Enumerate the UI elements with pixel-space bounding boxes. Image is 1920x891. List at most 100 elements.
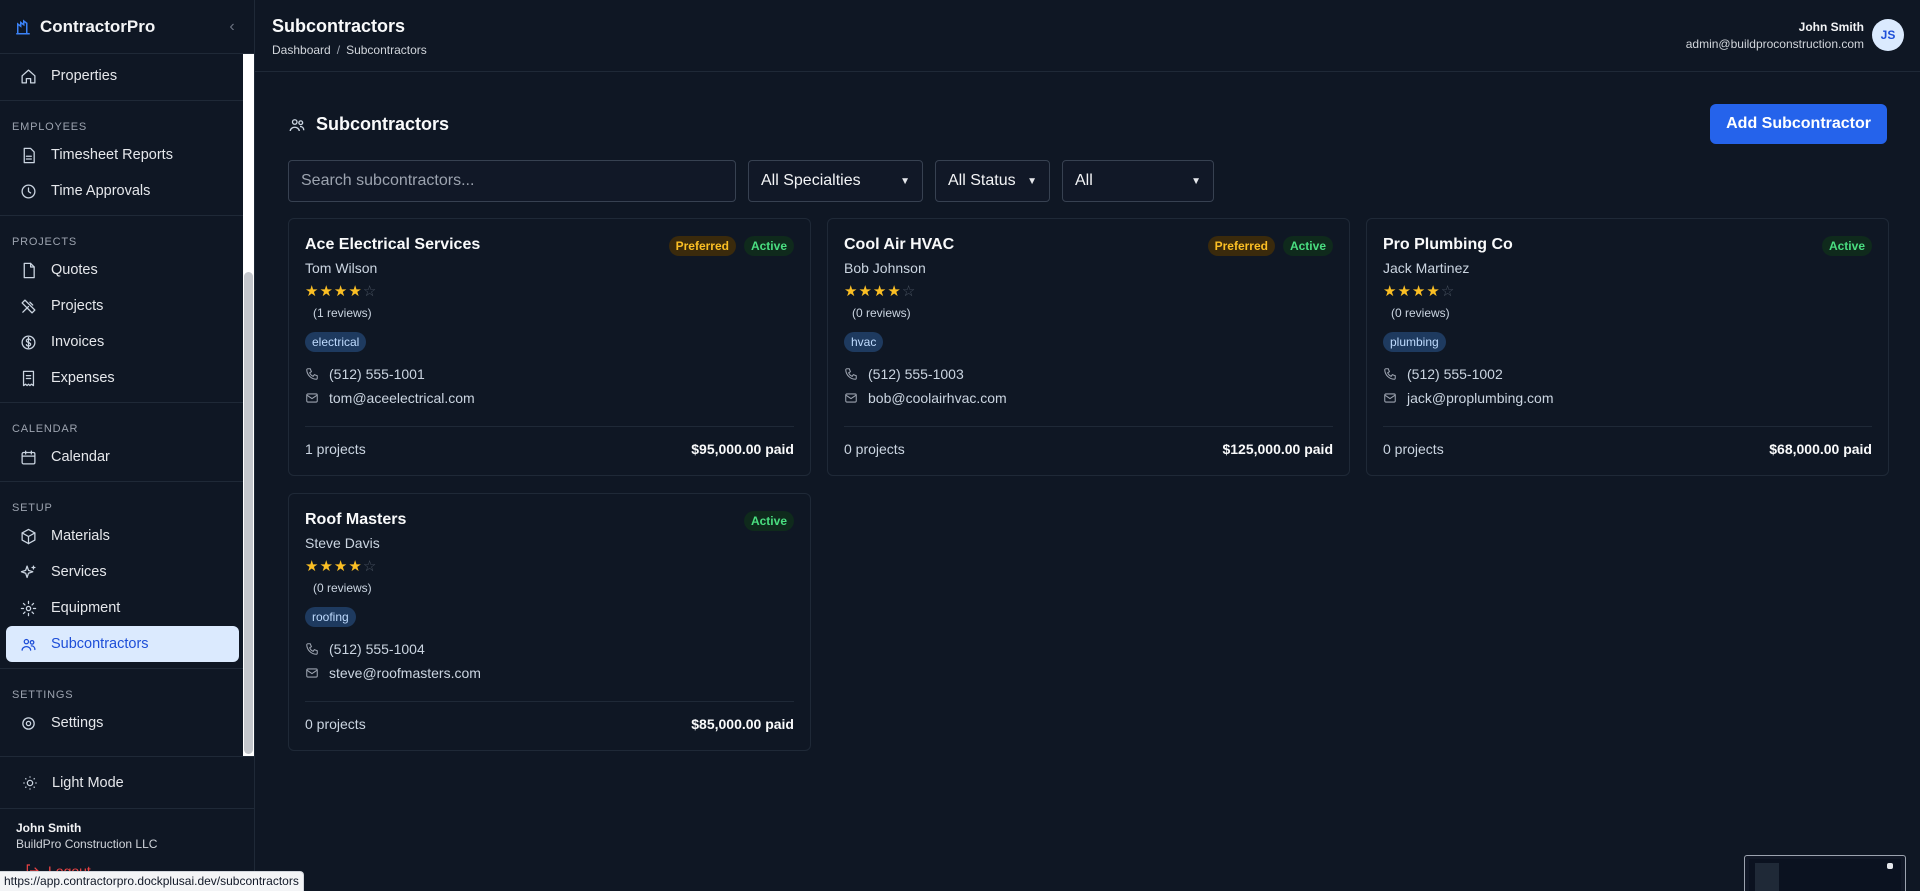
sidebar-item-label: Time Approvals [51,183,151,199]
link-status-bar: https://app.contractorpro.dockplusai.dev… [0,871,304,891]
card-title: Pro Plumbing Co [1383,236,1513,253]
window-thumbnail[interactable] [1744,855,1906,891]
sidebar-item-label: Projects [51,298,104,314]
amount-paid: $85,000.00 paid [691,716,794,732]
subcontractor-card[interactable]: Roof Masters Steve Davis Active ★ ★ ★ ★ ☆ (0… [288,493,811,751]
specialty-tag: plumbing [1383,332,1446,352]
sidebar-item-label: Properties [51,68,118,84]
chevron-down-icon: ▼ [1191,175,1201,187]
box-icon [21,528,36,544]
email-address: steve@roofmasters.com [329,665,481,681]
status-select[interactable]: All Status ▼ [935,160,1050,202]
sidebar-nav: Properties EMPLOYEES Timesheet Reports T… [0,54,245,756]
cog-icon [22,716,35,730]
star-rating: ★ ★ ★ ★ ☆ [1383,284,1872,300]
sidebar-item-equipment[interactable]: Equipment [6,590,239,626]
sidebar-item-timesheet-reports[interactable]: Timesheet Reports [6,137,239,173]
card-footer: 1 projects $95,000.00 paid [305,426,794,457]
phone-icon [306,368,318,380]
review-count: (0 reviews) [852,306,911,320]
star-filled-icon: ★ [348,283,362,300]
email-row: tom@aceelectrical.com [305,390,794,406]
subcontractor-card[interactable]: Ace Electrical Services Tom Wilson Prefe… [288,218,811,476]
sidebar-user-company: BuildPro Construction LLC [16,837,158,851]
email-row: jack@proplumbing.com [1383,390,1872,406]
status-badge: Active [743,236,794,256]
specialty-select[interactable]: All Specialties ▼ [748,160,923,202]
star-filled-icon: ★ [858,283,872,300]
status-select-value: All Status [948,172,1016,189]
email-address: tom@aceelectrical.com [329,390,475,406]
star-filled-icon: ★ [333,558,348,575]
project-count: 0 projects [844,441,905,457]
card-title: Ace Electrical Services [305,236,481,253]
phone-icon [845,368,857,380]
phone-number: (512) 555-1003 [868,366,964,382]
sidebar-item-subcontractors[interactable]: Subcontractors [6,626,239,662]
sidebar-item-invoices[interactable]: Invoices [6,324,239,360]
status-badge: Active [743,511,794,531]
sidebar-item-quotes[interactable]: Quotes [6,252,239,288]
light-mode-toggle[interactable]: Light Mode [0,757,254,809]
phone-number: (512) 555-1004 [329,641,425,657]
add-subcontractor-button[interactable]: Add Subcontractor [1710,104,1887,144]
email-row: bob@coolairhvac.com [844,390,1333,406]
section-label-calendar: CALENDAR [12,423,79,435]
gear-icon [20,600,37,616]
header-user-email: admin@buildproconstruction.com [1685,37,1864,51]
home-icon [21,68,36,84]
subcontractor-card[interactable]: Pro Plumbing Co Jack Martinez Active ★ ★ ★… [1366,218,1889,476]
sidebar-scrollbar-thumb[interactable] [244,272,253,754]
sidebar-item-properties[interactable]: Properties [6,58,239,94]
users-icon [21,638,36,651]
sidebar-item-services[interactable]: Services [6,554,239,590]
top-header: Subcontractors Dashboard / Subcontractors … [255,0,1920,72]
search-input[interactable] [288,160,736,202]
tools-icon [21,298,36,314]
review-count: (0 reviews) [313,581,372,595]
section-header: Subcontractors [288,114,449,135]
filter-bar: All Specialties ▼ All Status ▼ All ▼ [288,160,1214,202]
chevron-left-icon[interactable]: ‹ [229,17,235,35]
sidebar-user-name: John Smith [16,821,82,835]
sidebar-item-calendar[interactable]: Calendar [6,439,239,475]
subcontractor-card[interactable]: Cool Air HVAC Bob Johnson Preferred Acti… [827,218,1350,476]
sidebar-item-label: Timesheet Reports [51,147,173,163]
review-count: (0 reviews) [1391,306,1450,320]
card-contact-name: Bob Johnson [844,260,926,276]
card-footer: 0 projects $125,000.00 paid [844,426,1333,457]
card-footer: 0 projects $85,000.00 paid [305,701,794,732]
sidebar-item-label: Services [51,564,107,580]
email-address: jack@proplumbing.com [1407,390,1554,406]
sidebar-item-time-approvals[interactable]: Time Approvals [6,173,239,209]
breadcrumb-dashboard[interactable]: Dashboard [272,43,331,57]
receipt-icon [22,370,35,386]
amount-paid: $68,000.00 paid [1769,441,1872,457]
avatar[interactable]: JS [1872,19,1904,51]
mail-icon [1384,393,1396,403]
mail-icon [845,393,857,403]
sidebar-item-projects[interactable]: Projects [6,288,239,324]
star-filled-icon: ★ [319,558,333,575]
sidebar-item-settings[interactable]: Settings [6,705,239,741]
specialty-tag: roofing [305,607,356,627]
phone-number: (512) 555-1002 [1407,366,1503,382]
sidebar-item-expenses[interactable]: Expenses [6,360,239,396]
preferred-select[interactable]: All ▼ [1062,160,1214,202]
file-text-icon [23,147,35,163]
section-label-setup: SETUP [12,502,53,514]
file-icon [23,262,35,278]
status-badge: Active [1821,236,1872,256]
star-empty-icon: ☆ [901,283,916,300]
card-contact-name: Tom Wilson [305,260,378,276]
sidebar-item-materials[interactable]: Materials [6,518,239,554]
preferred-badge: Preferred [1207,236,1275,256]
star-rating: ★ ★ ★ ★ ☆ [305,559,794,575]
phone-row: (512) 555-1002 [1383,366,1872,382]
section-title: Subcontractors [316,114,450,134]
mail-icon [306,393,318,403]
star-empty-icon: ☆ [362,283,377,300]
phone-icon [306,643,318,655]
amount-paid: $125,000.00 paid [1222,441,1333,457]
clock-icon [21,183,36,199]
